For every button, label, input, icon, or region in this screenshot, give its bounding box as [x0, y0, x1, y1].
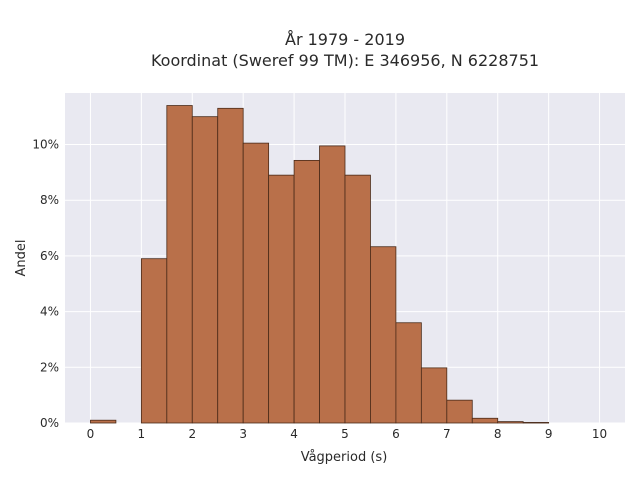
y-tick-label: 2%	[40, 360, 59, 374]
x-tick-label: 8	[494, 427, 502, 441]
histogram-bar	[420, 367, 448, 424]
histogram-bar	[268, 174, 295, 424]
bars	[90, 105, 550, 424]
y-tick-label: 4%	[40, 305, 59, 319]
y-axis-ticks: 0% 2% 4% 6% 8% 10%	[32, 138, 59, 430]
histogram-bar	[140, 258, 168, 424]
histogram-bar	[471, 417, 499, 424]
chart-title-line2: Koordinat (Sweref 99 TM): E 346956, N 62…	[151, 51, 539, 70]
y-tick-label: 10%	[32, 138, 59, 152]
histogram-bar	[217, 107, 244, 424]
histogram-bar	[497, 421, 524, 424]
histogram-bar	[446, 399, 473, 424]
x-tick-label: 10	[592, 427, 607, 441]
y-tick-label: 8%	[40, 193, 59, 207]
x-tick-label: 4	[290, 427, 298, 441]
histogram-bar	[166, 105, 193, 424]
x-tick-label: 0	[87, 427, 95, 441]
x-axis-label: Vågperiod (s)	[301, 450, 388, 465]
x-tick-label: 9	[545, 427, 553, 441]
x-tick-label: 3	[239, 427, 247, 441]
histogram-bar	[191, 116, 219, 424]
x-tick-label: 5	[341, 427, 349, 441]
histogram-bar	[293, 159, 320, 424]
histogram-bar	[395, 322, 422, 424]
x-tick-label: 2	[188, 427, 196, 441]
histogram-bar	[90, 419, 117, 424]
histogram-bar	[319, 145, 346, 424]
x-tick-label: 6	[392, 427, 400, 441]
y-tick-label: 6%	[40, 249, 59, 263]
chart-title-line1: År 1979 - 2019	[285, 30, 405, 49]
x-axis-ticks: 0 1 2 3 4 5 6 7 8 9 10	[87, 427, 608, 441]
histogram-bar	[522, 422, 550, 424]
histogram-bar	[344, 174, 371, 424]
y-axis-label: Andel	[14, 240, 29, 277]
histogram-bar	[370, 246, 397, 424]
x-tick-label: 7	[443, 427, 451, 441]
y-tick-label: 0%	[40, 416, 59, 430]
histogram-bar	[242, 142, 270, 424]
x-tick-label: 1	[138, 427, 146, 441]
